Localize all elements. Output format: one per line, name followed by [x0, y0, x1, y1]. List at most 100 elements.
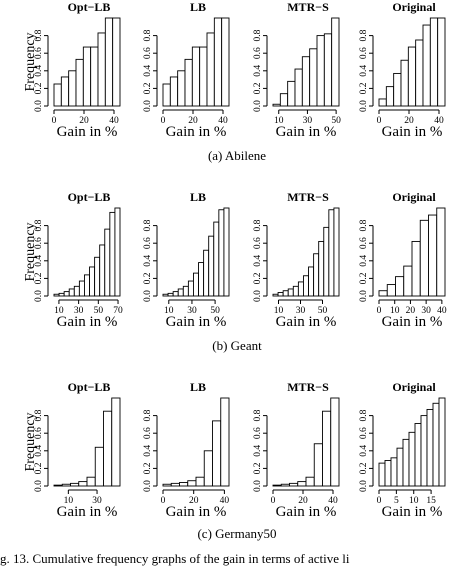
bar — [221, 17, 230, 107]
bar — [272, 484, 282, 487]
y-tick-label: 0.2 — [143, 462, 153, 474]
bar — [294, 68, 303, 107]
x-tick-label: 20 — [406, 306, 416, 316]
bar — [162, 483, 172, 487]
bar — [378, 98, 387, 107]
bar — [182, 285, 189, 297]
y-tick-label: 0.2 — [143, 272, 153, 284]
bar — [94, 446, 104, 487]
y-tick-label: 0.0 — [143, 290, 153, 302]
y-tick-label: 0.4 — [359, 255, 369, 267]
bar — [297, 281, 304, 297]
panel-title: LB — [190, 190, 206, 204]
bar — [213, 221, 220, 297]
x-tick-label: 30 — [187, 306, 197, 316]
bar — [426, 408, 434, 487]
panel-title: MTR−S — [287, 190, 329, 204]
y-tick-label: 0.6 — [34, 47, 44, 59]
y-tick-label: 0.0 — [359, 480, 369, 492]
y-tick-label: 0.6 — [34, 427, 44, 439]
bar — [167, 292, 174, 297]
bar — [378, 290, 388, 297]
bar — [411, 240, 421, 297]
bar — [415, 39, 424, 107]
bar — [70, 482, 80, 487]
bar — [187, 280, 194, 297]
y-tick-label: 0.4 — [34, 65, 44, 77]
bar — [390, 457, 398, 487]
bar — [104, 228, 111, 297]
x-tick-label: 40 — [218, 116, 228, 126]
x-tick-label: 20 — [189, 496, 199, 506]
y-tick-label: 0.6 — [253, 237, 263, 249]
y-tick-label: 0.2 — [253, 82, 263, 94]
bar — [223, 207, 230, 297]
bar — [75, 58, 84, 107]
bar — [309, 48, 318, 107]
bar — [316, 35, 325, 107]
y-tick-label: 0.6 — [253, 47, 263, 59]
bar — [53, 293, 60, 297]
y-tick-label: 0.8 — [253, 409, 263, 421]
x-tick-label: 0 — [161, 496, 166, 506]
bar — [420, 415, 428, 487]
bar — [179, 482, 189, 487]
y-tick-label: 0.2 — [253, 272, 263, 284]
bar — [272, 293, 279, 297]
bar — [198, 262, 205, 297]
bar — [184, 58, 193, 107]
bar — [272, 103, 281, 107]
y-tick-label: 0.8 — [253, 219, 263, 231]
y-tick-label: 0.8 — [143, 409, 153, 421]
bar — [289, 482, 299, 487]
x-tick-label: 70 — [113, 306, 123, 316]
bar — [429, 17, 439, 107]
x-tick-label: 5 — [394, 496, 399, 506]
bar — [419, 219, 429, 297]
bar — [86, 476, 96, 487]
y-tick-label: 0.8 — [34, 409, 44, 421]
bar — [436, 207, 446, 297]
y-tick-label: 0.0 — [253, 100, 263, 112]
x-axis-label: Gain in % — [166, 124, 227, 140]
y-tick-label: 0.8 — [359, 409, 369, 421]
bar — [97, 32, 106, 107]
bar — [385, 86, 395, 107]
bar — [82, 46, 92, 107]
bar — [303, 275, 309, 297]
bar — [84, 274, 90, 297]
bar — [90, 46, 99, 107]
panel-title: Original — [392, 190, 436, 204]
y-tick-label: 0.4 — [143, 65, 153, 77]
bar — [407, 46, 417, 107]
y-tick-label: 0.4 — [253, 65, 263, 77]
y-tick-label: 0.8 — [34, 29, 44, 41]
bar — [208, 235, 215, 297]
bar — [172, 291, 179, 297]
bar — [218, 209, 225, 297]
bar — [393, 72, 402, 107]
bar — [206, 32, 215, 107]
panel-title: Original — [392, 380, 436, 394]
bar — [428, 214, 438, 297]
y-tick-label: 0.2 — [34, 272, 44, 284]
x-axis-label: Gain in % — [276, 504, 337, 520]
y-tick-label: 0.8 — [359, 219, 369, 231]
y-tick-label: 0.8 — [253, 29, 263, 41]
bar — [313, 443, 323, 487]
bar — [53, 484, 63, 487]
bar — [331, 17, 340, 107]
y-axis-label: Frequency — [23, 222, 38, 281]
bar — [193, 272, 199, 297]
y-tick-label: 0.6 — [143, 427, 153, 439]
y-tick-label: 0.2 — [34, 82, 44, 94]
bar — [323, 226, 330, 297]
panel-title: Opt−LB — [68, 380, 111, 394]
